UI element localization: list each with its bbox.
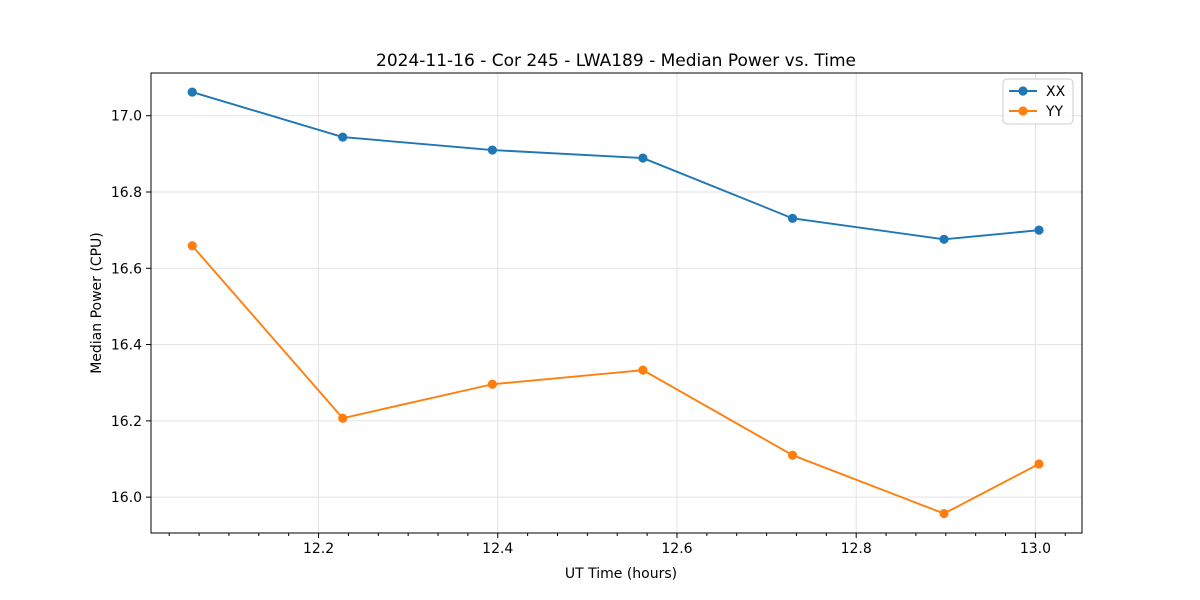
legend-marker: [1018, 106, 1028, 116]
y-tick-label: 16.4: [111, 338, 142, 354]
plot-border: [150, 72, 1083, 534]
y-tick-label: 16.2: [111, 414, 142, 430]
y-tick-label: 16.8: [111, 185, 142, 201]
x-tick-label: 13.0: [1020, 541, 1051, 557]
data-point-xx: [1034, 225, 1044, 235]
data-point-yy: [187, 241, 197, 251]
series-line-yy: [191, 244, 1040, 515]
data-point-yy: [1034, 459, 1044, 469]
data-point-xx: [487, 145, 497, 155]
x-tick-label: 12.8: [841, 541, 872, 557]
x-tick-label: 12.6: [661, 541, 692, 557]
x-tick-label: 12.4: [482, 541, 513, 557]
data-point-yy: [787, 450, 798, 460]
data-point-yy: [487, 379, 497, 389]
data-point-xx: [787, 213, 798, 223]
legend-entry-yy: YY: [1009, 104, 1064, 120]
legend-entry-xx: XX: [1009, 84, 1066, 100]
x-tick-label: 12.2: [303, 541, 334, 557]
data-point-xx: [338, 132, 348, 142]
y-tick-label: 16.0: [111, 490, 142, 506]
series-line-xx: [191, 91, 1040, 241]
data-point-yy: [939, 508, 949, 519]
data-point-xx: [638, 153, 648, 163]
y-axis-label: Median Power (CPU): [89, 232, 105, 374]
x-axis-label: UT Time (hours): [565, 566, 677, 582]
y-tick-label: 17.0: [111, 109, 142, 125]
legend-label: YY: [1045, 104, 1064, 120]
data-point-yy: [638, 365, 648, 375]
data-point-xx: [939, 234, 949, 244]
chart-title: 2024-11-16 - Cor 245 - LWA189 - Median P…: [376, 51, 856, 71]
legend-marker: [1018, 86, 1028, 96]
y-tick-label: 16.6: [111, 261, 142, 277]
data-point-xx: [187, 87, 197, 97]
legend: XX YY: [1002, 78, 1074, 125]
legend-label: XX: [1046, 84, 1066, 100]
data-point-yy: [338, 413, 348, 423]
